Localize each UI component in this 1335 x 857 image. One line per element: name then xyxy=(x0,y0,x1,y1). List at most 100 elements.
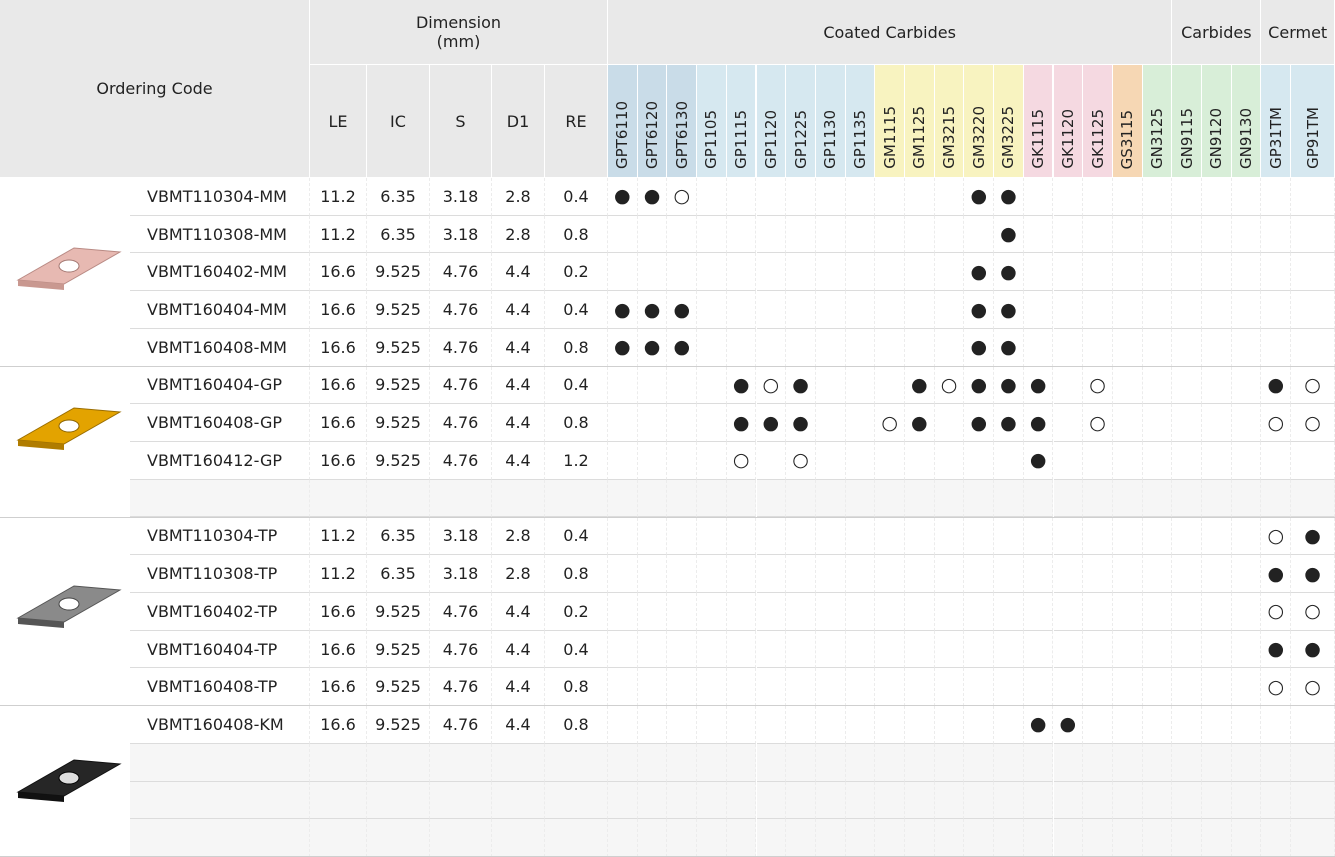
grade-cell xyxy=(964,819,995,857)
dimension-cell xyxy=(492,781,545,820)
grade-cell xyxy=(726,517,757,556)
grade-cell: ● xyxy=(667,291,698,329)
grade-cell xyxy=(1202,253,1232,292)
grade-cell xyxy=(667,668,698,707)
grade-cell xyxy=(875,328,905,367)
grade-cell xyxy=(994,630,1024,669)
grade-cell xyxy=(845,253,876,292)
grade-cell xyxy=(1053,366,1084,405)
grade-cell xyxy=(1053,630,1084,669)
grade-cell: ● xyxy=(1053,706,1084,744)
grade-group-header: Cermet xyxy=(1261,0,1335,65)
grade-cell xyxy=(845,555,876,593)
grade-cell xyxy=(1291,819,1335,857)
grade-cell xyxy=(1112,215,1143,254)
grade-cell xyxy=(608,555,638,593)
grade-cell xyxy=(905,555,935,593)
grade-cell xyxy=(756,781,787,820)
grade-cell xyxy=(667,442,698,480)
grade-cell: ● xyxy=(994,291,1024,329)
grade-cell xyxy=(637,819,668,857)
grade-cell xyxy=(1172,781,1202,820)
grade-name: GP1135 xyxy=(850,110,869,169)
code-cell: VBMT160412-GP xyxy=(130,442,310,480)
grade-cell xyxy=(786,743,816,782)
dimension-cell xyxy=(430,819,492,857)
grade-cell: ○ xyxy=(786,442,816,480)
grade-name: GM3220 xyxy=(969,106,988,169)
grade-cell xyxy=(637,366,668,405)
grade-cell xyxy=(1083,781,1113,820)
grade-cell xyxy=(934,781,965,820)
grade-cell xyxy=(905,442,935,480)
dimension-cell xyxy=(430,781,492,820)
grade-cell xyxy=(1202,328,1232,367)
grade-cell xyxy=(667,404,698,443)
grade-cell xyxy=(1142,668,1173,707)
grade-cell xyxy=(756,743,787,782)
dimension-cell xyxy=(492,479,545,518)
grade-cell xyxy=(1172,253,1202,292)
dimension-cell: 4.76 xyxy=(430,442,492,480)
grade-cell xyxy=(1172,630,1202,669)
grade-cell xyxy=(786,215,816,254)
dimension-cell: 4.76 xyxy=(430,291,492,329)
grade-cell xyxy=(726,630,757,669)
grade-cell xyxy=(1142,328,1173,367)
dimension-cell: 2.8 xyxy=(492,215,545,254)
grade-cell xyxy=(1023,479,1054,518)
grade-cell xyxy=(1142,743,1173,782)
dimension-cell: 4.4 xyxy=(492,253,545,292)
grade-cell xyxy=(934,291,965,329)
grade-cell xyxy=(1261,253,1292,292)
grade-cell xyxy=(697,668,727,707)
grade-cell xyxy=(1261,706,1292,744)
grade-cell xyxy=(1231,215,1262,254)
dimension-cell: 3.18 xyxy=(430,517,492,556)
grade-cell: ○ xyxy=(1291,404,1335,443)
grade-cell xyxy=(845,592,876,631)
grade-cell: ● xyxy=(964,178,995,216)
grade-name: GP1225 xyxy=(791,110,810,169)
grade-cell xyxy=(1053,781,1084,820)
grade-cell xyxy=(905,479,935,518)
grade-header: GN9120 xyxy=(1202,65,1232,178)
grade-cell xyxy=(1202,178,1232,216)
grade-cell xyxy=(1083,706,1113,744)
grade-cell xyxy=(845,366,876,405)
code-cell: VBMT110304-TP xyxy=(130,517,310,556)
dimension-cell: 4.76 xyxy=(430,592,492,631)
grade-cell xyxy=(1053,442,1084,480)
grade-cell: ● xyxy=(905,366,935,405)
grade-cell xyxy=(1202,630,1232,669)
dimension-cell xyxy=(310,781,367,820)
grade-cell xyxy=(1083,291,1113,329)
grade-cell xyxy=(934,743,965,782)
section-divider xyxy=(0,705,1335,707)
code-cell: VBMT160402-MM xyxy=(130,253,310,292)
grade-cell xyxy=(1112,517,1143,556)
grade-cell xyxy=(994,479,1024,518)
grade-header: GPT6120 xyxy=(637,65,668,178)
dimension-cell: 9.525 xyxy=(367,668,430,707)
grade-cell: ○ xyxy=(1261,668,1292,707)
grade-cell xyxy=(994,555,1024,593)
grade-cell xyxy=(875,555,905,593)
grade-name: GP31TM xyxy=(1266,107,1285,169)
grade-cell xyxy=(1112,592,1143,631)
grade-cell xyxy=(905,517,935,556)
grade-cell xyxy=(1112,479,1143,518)
grade-cell xyxy=(786,178,816,216)
code-cell: VBMT160408-KM xyxy=(130,706,310,744)
dimension-cell: 6.35 xyxy=(367,215,430,254)
dimension-cell: 9.525 xyxy=(367,404,430,443)
grade-cell xyxy=(786,328,816,367)
grade-cell xyxy=(1261,479,1292,518)
grade-cell xyxy=(875,215,905,254)
grade-cell xyxy=(1142,706,1173,744)
grade-cell: ● xyxy=(905,404,935,443)
grade-cell xyxy=(608,630,638,669)
grade-cell xyxy=(697,291,727,329)
dimension-cell: 1.2 xyxy=(545,442,608,480)
dimension-cell: 4.4 xyxy=(492,366,545,405)
